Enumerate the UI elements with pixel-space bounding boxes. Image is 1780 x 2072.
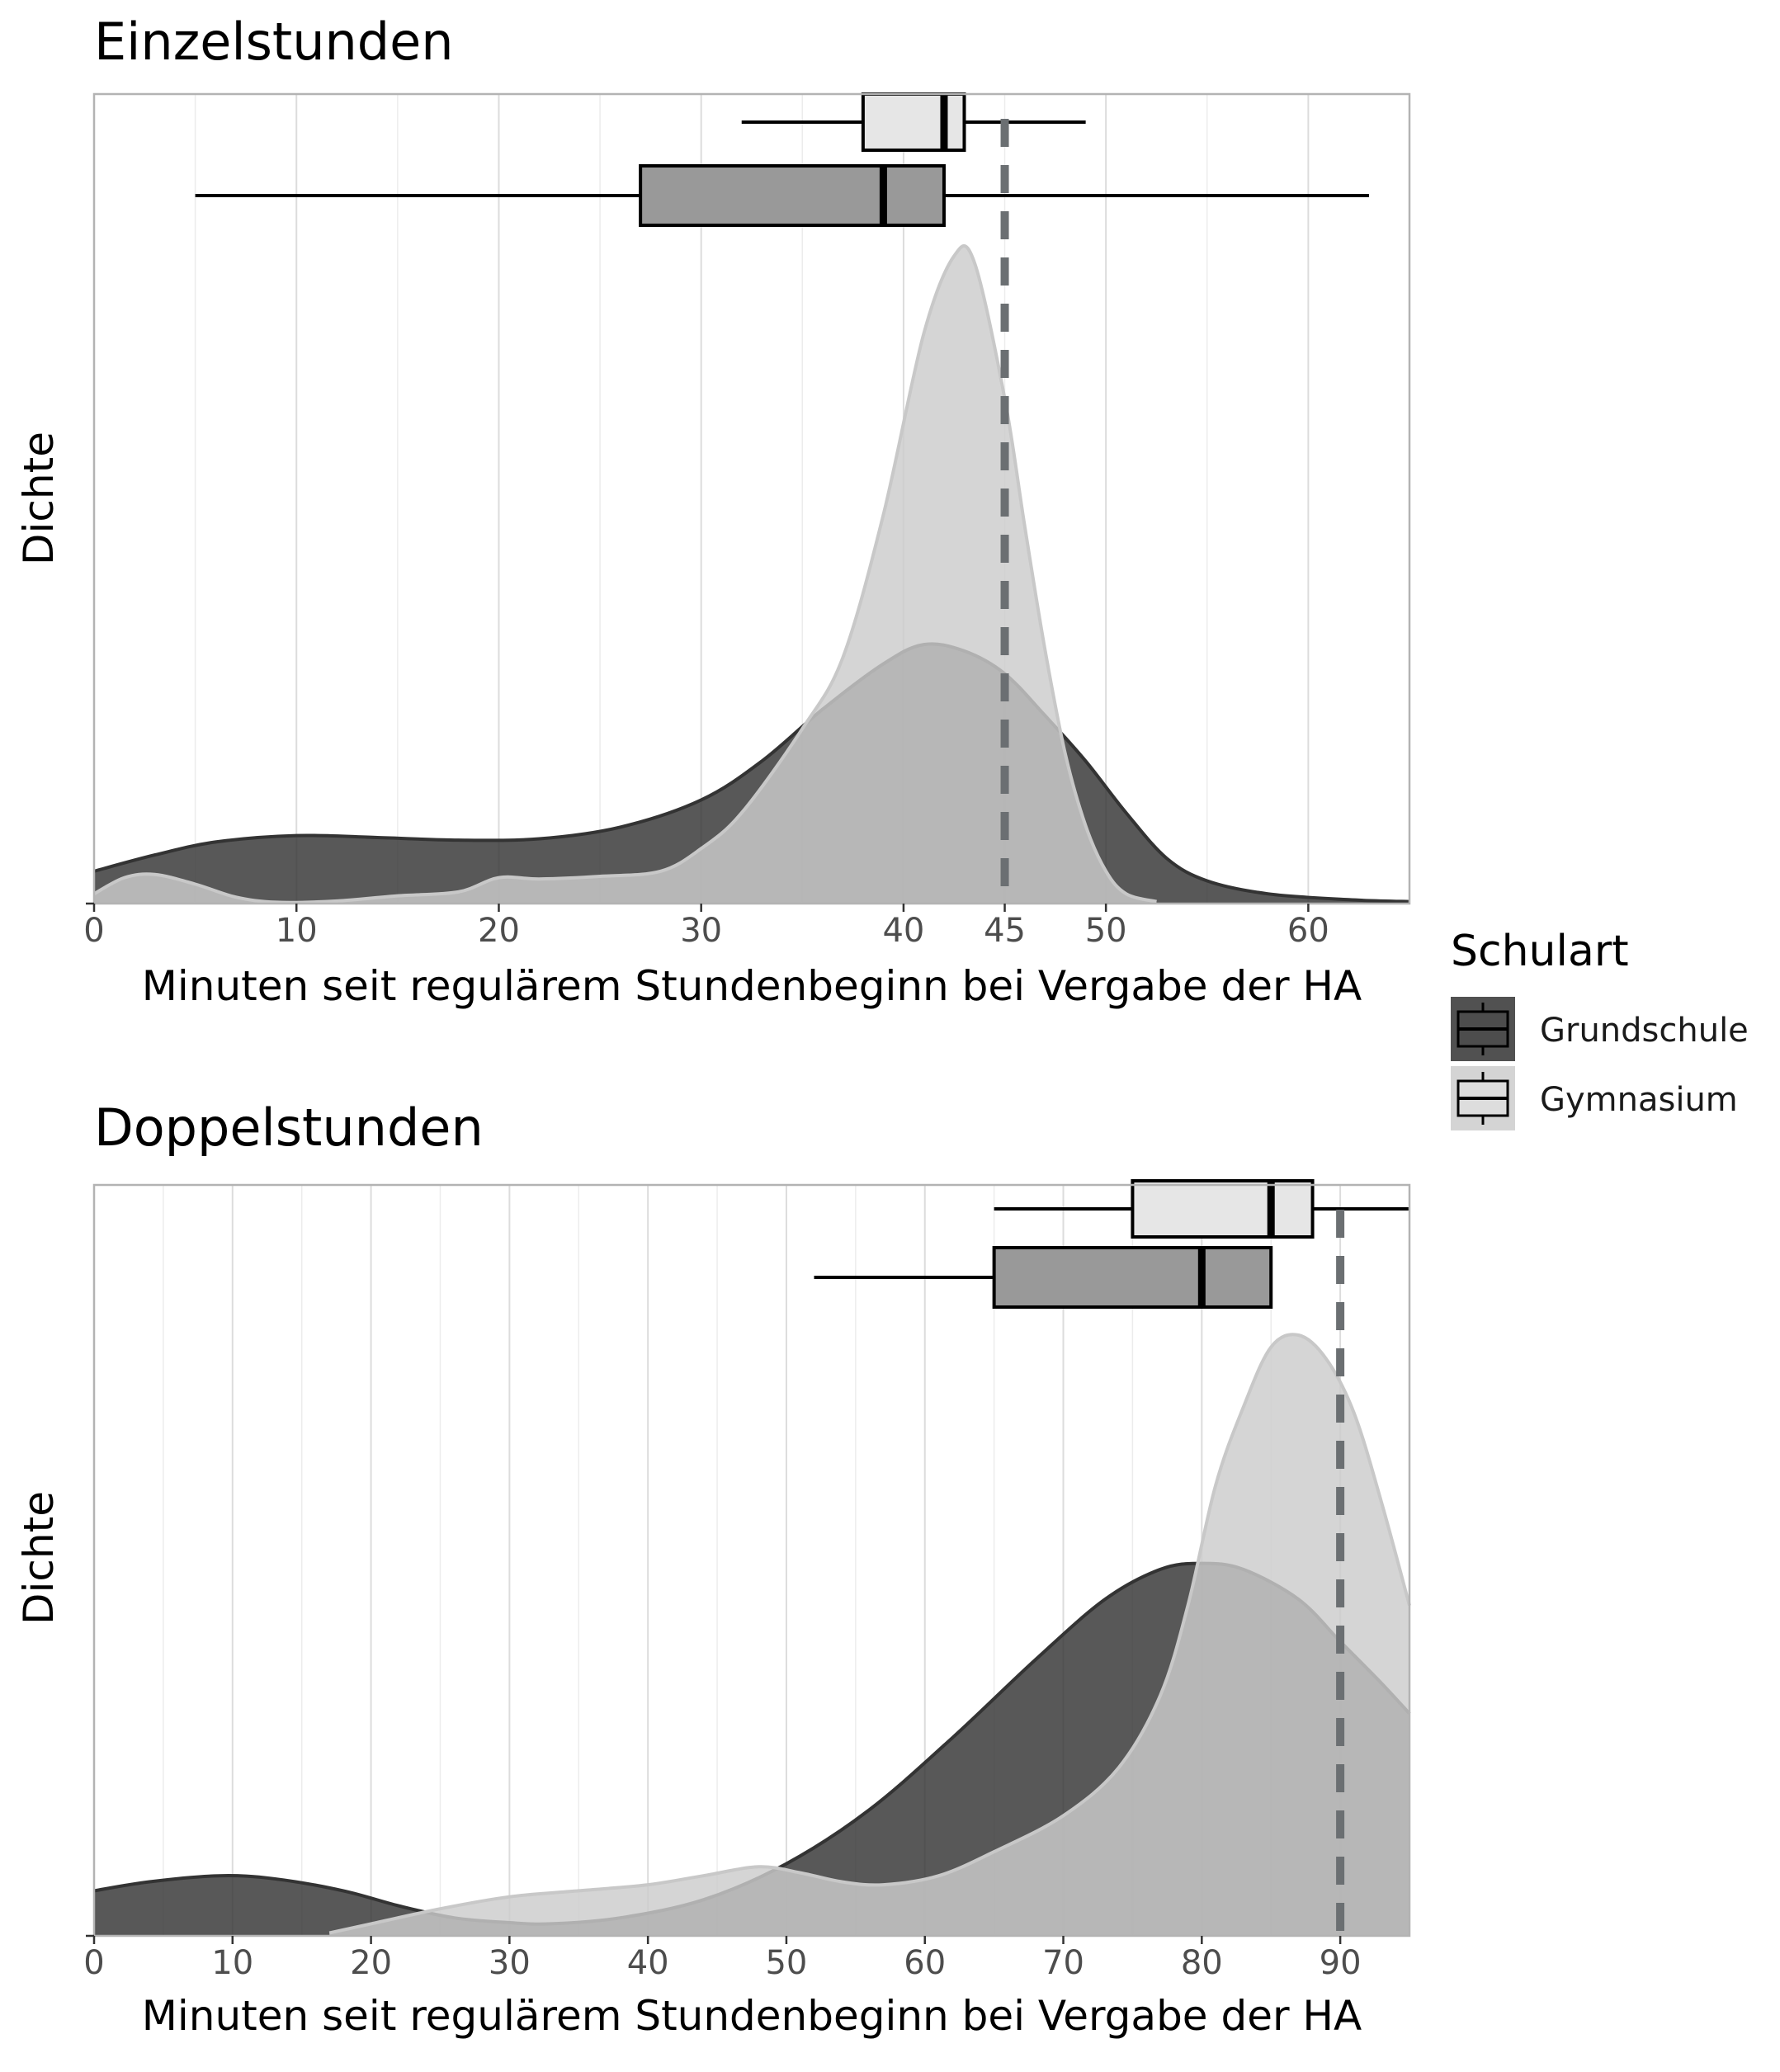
boxplot-grundschule-box <box>639 164 946 227</box>
x-tick-label: 60 <box>904 1944 946 1982</box>
density-layer <box>93 1333 1411 1936</box>
x-tick-label: 40 <box>627 1944 669 1982</box>
x-axis-title: Minuten seit regulärem Stundenbeginn bei… <box>142 1992 1362 2040</box>
panel-border <box>92 1183 1411 1937</box>
x-tick-label: 45 <box>984 912 1026 950</box>
x-tick-label: 30 <box>680 912 722 950</box>
legend-item-gymnasium: Gymnasium <box>1451 1066 1738 1130</box>
y-axis-title: Dichte <box>15 1491 63 1625</box>
x-tick-label: 60 <box>1287 912 1329 950</box>
x-axis-ticks: 0 10 20 30 40 45 50 60 <box>83 902 1329 950</box>
x-tick-label: 0 <box>83 1944 104 1982</box>
density-layer <box>93 243 1410 904</box>
x-axis-ticks: 0 10 20 30 40 50 60 70 80 90 <box>83 1934 1362 1982</box>
x-tick-label: 10 <box>211 1944 253 1982</box>
density-gymnasium-area <box>94 245 1157 904</box>
density-gymnasium-area <box>329 1334 1410 1936</box>
x-tick-label: 30 <box>489 1944 531 1982</box>
panel-border <box>92 92 1411 905</box>
boxplot-grundschule-box <box>992 1246 1273 1309</box>
x-tick-label: 0 <box>83 912 104 950</box>
density-gymnasium-line <box>93 243 1157 904</box>
x-tick-label: 10 <box>276 912 318 950</box>
x-tick-label: 80 <box>1181 1944 1223 1982</box>
panel-doppelstunden: Doppelstunden 0 10 20 30 40 50 60 70 80 90 Minute… <box>15 1097 1411 2040</box>
panel-einzelstunden: Einzelstunden 0 10 20 30 40 45 50 60 Minuten se… <box>15 12 1411 1010</box>
boxplot-layer <box>195 92 1369 227</box>
x-axis-title: Minuten seit regulärem Stundenbeginn bei… <box>142 962 1362 1010</box>
x-tick-label: 20 <box>478 912 520 950</box>
legend-item-grundschule: Grundschule <box>1451 997 1749 1061</box>
boxplot-gymnasium-box <box>1131 1179 1315 1239</box>
x-tick-label: 90 <box>1320 1944 1362 1982</box>
legend-label-grundschule: Grundschule <box>1540 1012 1749 1050</box>
x-tick-label: 70 <box>1042 1944 1084 1982</box>
legend: Schulart Grundschule Gymnasium <box>1451 927 1749 1130</box>
legend-title: Schulart <box>1451 927 1629 976</box>
x-tick-label: 20 <box>350 1944 392 1982</box>
legend-label-gymnasium: Gymnasium <box>1540 1081 1738 1119</box>
boxplot-gymnasium-box <box>861 92 966 152</box>
boxplot-layer <box>814 1179 1409 1309</box>
panel-title: Einzelstunden <box>94 12 454 72</box>
panel-title: Doppelstunden <box>94 1097 484 1158</box>
x-tick-label: 40 <box>882 912 924 950</box>
x-tick-label: 50 <box>765 1944 807 1982</box>
y-axis-title: Dichte <box>15 432 63 565</box>
x-tick-label: 50 <box>1085 912 1127 950</box>
density-gymnasium-line <box>328 1333 1411 1935</box>
